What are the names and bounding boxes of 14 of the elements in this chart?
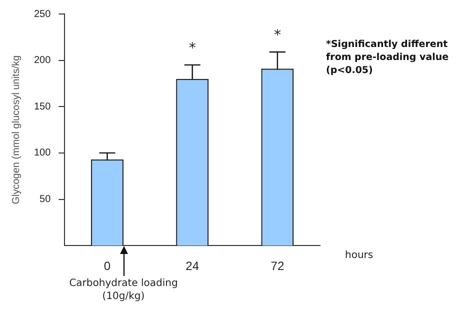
x-tick-label: 24 — [186, 259, 200, 274]
y-tick-label: 50 — [40, 194, 52, 206]
x-tick-label: 72 — [270, 259, 284, 274]
y-tick-label: 100 — [34, 148, 52, 159]
text: Carbohydrate loading (10g/kg) — [68, 276, 178, 303]
y-tick-label: 150 — [34, 101, 52, 112]
annotation: * — [274, 28, 281, 44]
y-tick-label: 250 — [34, 8, 52, 20]
x-axis-title: hours — [345, 250, 374, 261]
y-axis-title: Glycogen (mmol glucosyl units/kg — [10, 55, 22, 204]
annotation: * — [188, 40, 196, 57]
x-tick-label: 0 — [104, 259, 111, 274]
text: *Significantly different from pre-loading value (p<0.05) — [326, 38, 450, 77]
y-tick-label: 200 — [34, 55, 52, 66]
